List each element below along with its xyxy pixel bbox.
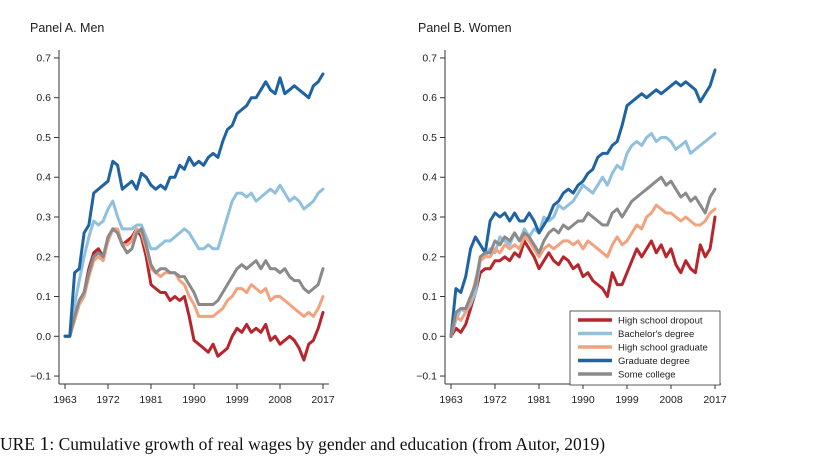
panel-b-y-tick-label: 0.3: [422, 212, 437, 224]
panel-b-line-high-school-dropout: [449, 215, 717, 338]
legend-label-graduate-degree: Graduate degree: [618, 356, 690, 367]
panel-a-y-tick-label: 0.1: [36, 291, 51, 303]
panel-b-y-tick-label: 0.7: [422, 52, 437, 64]
panel-b-line-bachelor-s-degree: [449, 132, 717, 338]
panel-a-x-tick-label: 2008: [268, 394, 292, 406]
caption-prefix: URE: [0, 434, 40, 454]
panel-a-x-tick-label: 2017: [311, 394, 335, 406]
panel-a-y-tick-label: 0.2: [36, 251, 51, 263]
panel-b-x-tick-label: 2017: [703, 394, 727, 406]
panel-a-y-tick-label: 0.6: [36, 92, 51, 104]
panel-b-line-graduate-degree: [449, 68, 717, 338]
panel-b-y-tick-label: 0.4: [422, 172, 437, 184]
figure-caption: URE 1: Cumulative growth of real wages b…: [0, 433, 833, 456]
panel-a-line-series-2: [63, 183, 325, 338]
panel-a-y-tick-label: 0.5: [36, 132, 51, 144]
caption-number: 1: [39, 433, 50, 455]
panel-b-y-tick-label: 0.6: [422, 92, 437, 104]
panel-a-x-tick-label: 1972: [96, 394, 120, 406]
panel-a-line-series-5: [63, 72, 325, 338]
panel-b-x-tick-label: 1981: [527, 394, 551, 406]
panel-b-y-tick-label: 0.1: [422, 291, 437, 303]
panel-b-x-tick-label: 1999: [615, 394, 639, 406]
panel-a-x-tick-label: 1990: [182, 394, 206, 406]
panel-b-y-tick-label: 0.0: [422, 331, 437, 343]
panel-a-x-tick-label: 1999: [225, 394, 249, 406]
panel-b-x-tick-label: 2008: [659, 394, 683, 406]
panel-a-y-tick-label: 0.0: [36, 331, 51, 343]
panel-b-y-tick-label: 0.2: [422, 251, 437, 263]
panel-b-y-tick-label: 0.5: [422, 132, 437, 144]
panel-a-x-tick-label: 1963: [53, 394, 77, 406]
legend-label-high-school-dropout: High school dropout: [618, 316, 703, 327]
legend-label-some-college: Some college: [618, 370, 676, 381]
legend-label-high-school-graduate: High school graduate: [618, 343, 708, 354]
caption-text: : Cumulative growth of real wages by gen…: [49, 434, 606, 454]
panel-a-y-tick-label: 0.7: [36, 52, 51, 64]
panel-a-title: Panel A. Men: [30, 21, 104, 35]
panel-a-y-tick-label: 0.3: [36, 212, 51, 224]
legend-label-bachelor-s-degree: Bachelor's degree: [618, 329, 694, 340]
panel-b-x-tick-label: 1963: [439, 394, 463, 406]
panel-a-x-tick-label: 1981: [139, 394, 163, 406]
panel-a-line-series-4: [63, 227, 325, 338]
panel-b-title: Panel B. Women: [418, 21, 512, 35]
panel-b-y-tick-label: −0.1: [416, 371, 437, 383]
panel-a-men: Panel A. Men −0.1 0.0 0.1 0.2 0.3 0.4 0.5 0.6 0.7…: [30, 21, 335, 406]
panel-b-x-tick-label: 1972: [483, 394, 507, 406]
panel-b-line-high-school-graduate: [449, 203, 717, 338]
panel-a-line-series-3: [63, 227, 325, 338]
panel-a-y-tick-label: −0.1: [30, 371, 51, 383]
legend: High school dropout Bachelor's degree High…: [569, 310, 721, 386]
panel-a-y-tick-label: 0.4: [36, 172, 51, 184]
panel-b-women: Panel B. Women −0.1 0.0 0.1 0.2 0.3 0.4 0.5 0.6 0…: [416, 21, 727, 406]
panel-b-line-some-college: [449, 175, 717, 338]
panel-b-x-tick-label: 1990: [571, 394, 595, 406]
